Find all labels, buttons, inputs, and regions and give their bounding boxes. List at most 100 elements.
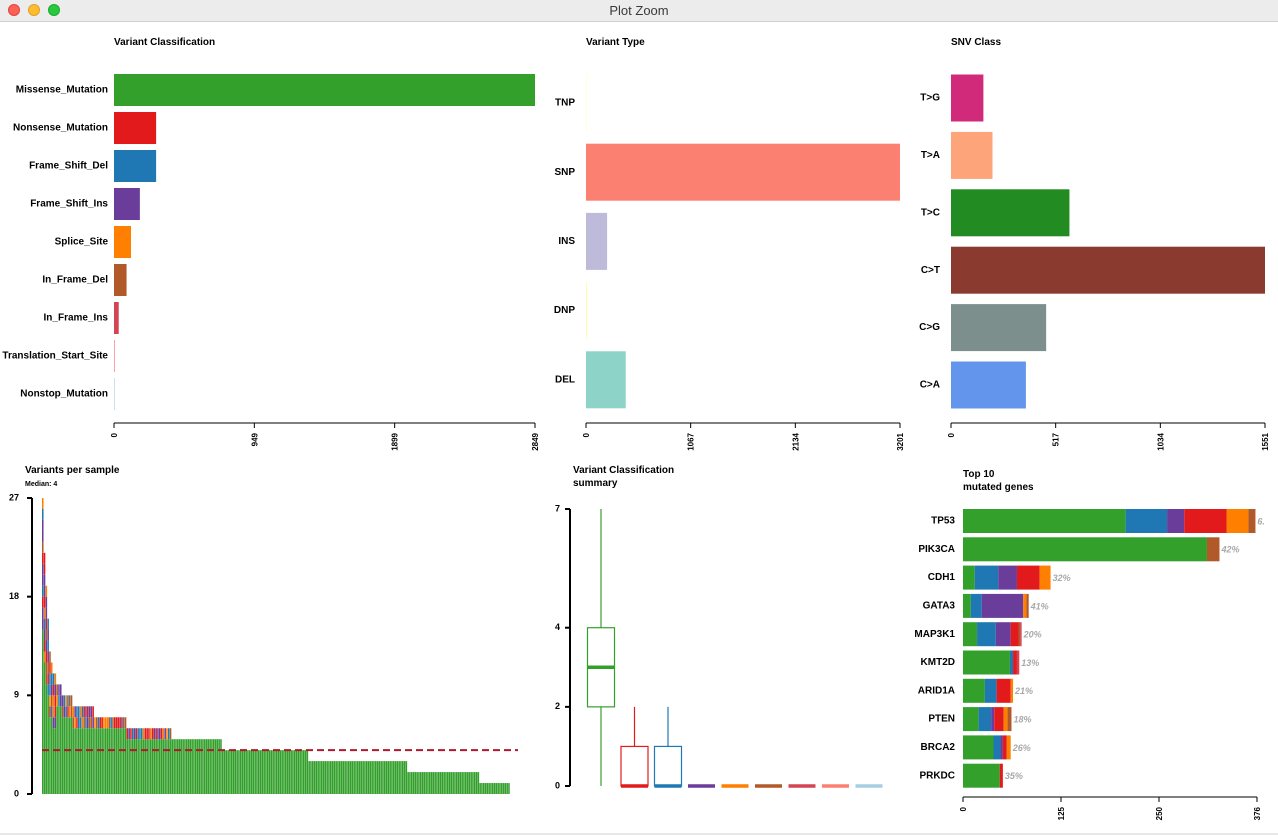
snv-class-bar [951, 74, 984, 122]
variants-per-sample-bar-segment [90, 717, 93, 729]
variants-per-sample-bar-missense [186, 739, 188, 794]
variants-per-sample-bar-missense [304, 750, 307, 794]
top10-genes-gene-label: CDH1 [928, 572, 956, 583]
variants-per-sample-bar-missense [236, 750, 238, 794]
variants-per-sample-bar-segment [105, 717, 107, 729]
variant-classification-bar [114, 302, 119, 334]
top10-genes-bar-segment [963, 650, 1010, 675]
snv-class-category-label: C>G [919, 322, 940, 333]
variants-per-sample-bar-missense [430, 772, 433, 794]
variants-per-sample-bar-missense [119, 728, 121, 794]
variants-per-sample-bar-segment [43, 607, 46, 619]
variants-per-sample-bar-missense [97, 728, 100, 794]
variants-per-sample-bar-segment [142, 728, 145, 740]
variants-per-sample-bar-segment [157, 728, 159, 740]
variants-per-sample-bar-missense [160, 739, 163, 794]
variants-per-sample-bar-missense [337, 761, 339, 794]
variants-per-sample-bar-missense [51, 717, 53, 794]
variants-per-sample-bar-missense [432, 772, 435, 794]
variants-per-sample-bar-segment [169, 728, 172, 740]
variants-per-sample-bar-segment [101, 717, 103, 729]
variants-per-sample-bar-segment [43, 574, 46, 586]
top10-genes-gene-label: PRKDC [919, 770, 955, 781]
window-bottom-edge [0, 833, 1278, 835]
variants-per-sample-bar-segment [49, 695, 51, 707]
top10-genes-bar-segment [994, 707, 1004, 732]
variants-per-sample-bar-missense [67, 717, 69, 794]
variants-per-sample-bar-missense [479, 783, 481, 794]
variants-per-sample-bar-missense [259, 750, 262, 794]
top10-genes-gene-label: PTEN [928, 714, 955, 725]
close-window-button[interactable] [8, 4, 20, 16]
snv-class-x-tick-label: 0 [947, 432, 956, 437]
variant-type-category-label: INS [558, 236, 575, 247]
variants-per-sample-bar-missense [72, 728, 75, 794]
variants-per-sample-bar-segment [42, 618, 44, 630]
variants-per-sample-bar-segment [42, 530, 44, 542]
variants-per-sample-bar-segment [63, 695, 66, 707]
variants-per-sample-bar-segment [65, 695, 67, 707]
variants-per-sample-bar-missense [270, 750, 273, 794]
top10-genes-percent-label: 26% [1012, 743, 1031, 753]
variants-per-sample-bar-missense [182, 739, 184, 794]
variants-per-sample-bar-missense [177, 739, 179, 794]
variants-per-sample-bar-missense [110, 728, 112, 794]
variants-per-sample-bar-missense [205, 739, 208, 794]
top10-genes-percent-label: 20% [1023, 630, 1042, 640]
variants-per-sample-bar-missense [195, 739, 197, 794]
variants-per-sample-bar-missense [133, 739, 136, 794]
variants-per-sample-bar-missense [501, 783, 503, 794]
variants-per-sample-bar-missense [423, 772, 426, 794]
variants-per-sample-bar-missense [250, 750, 253, 794]
variants-per-sample-bar-missense [465, 772, 467, 794]
variant-type-x-tick-label: 0 [582, 432, 591, 437]
variants-per-sample-bar-missense [151, 739, 154, 794]
variants-per-sample-bar-segment [69, 695, 71, 707]
top10-genes-bar-segment [1026, 593, 1029, 618]
variants-per-sample-bar-missense [231, 750, 233, 794]
variants-per-sample-bar-missense [504, 783, 507, 794]
variants-per-sample-bar-missense [105, 728, 107, 794]
variants-per-sample-bar-missense [243, 750, 246, 794]
variants-per-sample-bar-segment [69, 706, 71, 718]
snv-class-title: SNV Class [951, 37, 1001, 48]
top10-genes-percent-label: 13% [1021, 658, 1039, 668]
variants-per-sample-bar-segment [164, 728, 166, 740]
variants-per-sample-bar-missense [281, 750, 283, 794]
zoom-window-button[interactable] [48, 4, 60, 16]
variants-per-sample-bar-missense [54, 728, 57, 794]
variants-per-sample-bar-segment [51, 695, 53, 707]
top10-genes-bar-segment [1016, 565, 1040, 590]
variants-per-sample-bar-missense [213, 739, 215, 794]
variants-per-sample-bar-missense [294, 750, 296, 794]
variants-per-sample-bar-missense [87, 728, 89, 794]
variants-per-sample-bar-missense [238, 750, 240, 794]
variants-per-sample-bar-missense [225, 750, 228, 794]
variants-per-sample-bar-missense [223, 750, 226, 794]
variants-per-sample-bar-segment [130, 728, 132, 740]
variants-per-sample-bar-missense [70, 717, 73, 794]
variants-per-sample-bar-segment [47, 673, 49, 685]
variants-per-sample-bar-missense [438, 772, 440, 794]
variants-per-sample-bar-segment [49, 662, 51, 674]
minimize-window-button[interactable] [28, 4, 40, 16]
variants-per-sample-bar-missense [74, 728, 76, 794]
variants-per-sample-bar-missense [443, 772, 445, 794]
variants-per-sample-bar-missense [376, 761, 379, 794]
variants-per-sample-bar-segment [43, 618, 46, 630]
variants-per-sample-bar-missense [241, 750, 244, 794]
variants-per-sample-bar-missense [292, 750, 294, 794]
variants-per-sample-bar-missense [342, 761, 345, 794]
variants-per-sample-bar-missense [191, 739, 193, 794]
top10-genes-percent-label: 18% [1013, 714, 1031, 724]
variants-per-sample-bar-missense [76, 728, 78, 794]
variants-per-sample-bar-missense [164, 739, 166, 794]
variants-per-sample-bar-missense [108, 728, 111, 794]
variants-per-sample-bar-missense [402, 761, 404, 794]
variants-per-sample-bar-missense [312, 761, 314, 794]
top10-genes-title-line-2: mutated genes [963, 482, 1034, 493]
variants-per-sample-bar-missense [99, 728, 102, 794]
top10-genes-bar-segment [1007, 707, 1012, 732]
variants-per-sample-bar-missense [380, 761, 382, 794]
top10-genes-bar-segment [978, 707, 992, 732]
